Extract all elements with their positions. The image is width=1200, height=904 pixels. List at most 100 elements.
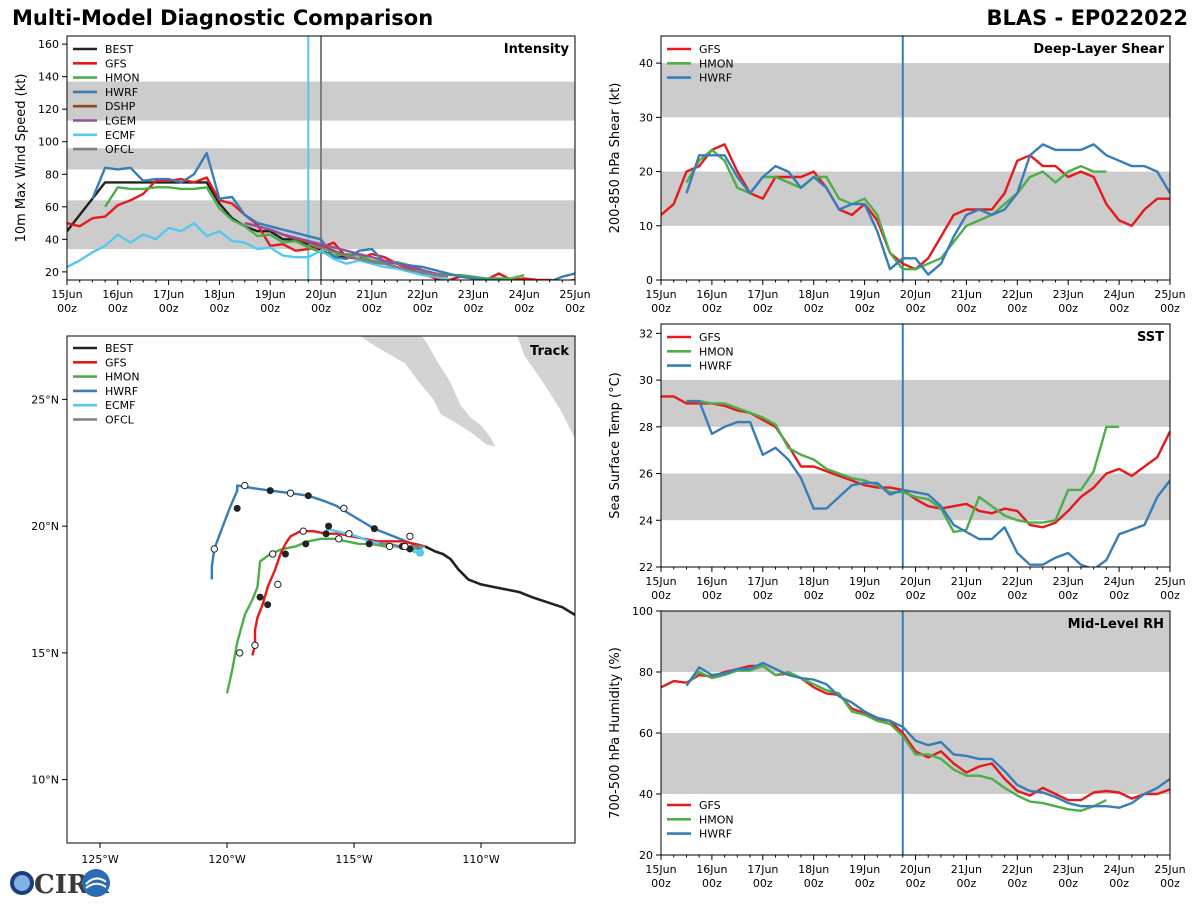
x-tick-label: 00z	[957, 589, 977, 602]
shaded-band	[661, 63, 1170, 118]
y-axis-label: 700-500 hPa Humidity (%)	[608, 647, 623, 819]
legend-label: DSHP	[105, 100, 136, 113]
chart-title: Intensity	[504, 42, 570, 57]
x-tick-label: 00z	[957, 302, 977, 315]
x-tick-label: 19Jun	[255, 288, 286, 301]
track-marker-open	[236, 649, 244, 657]
series-gfs	[661, 664, 1170, 802]
y-tick-label: 80	[45, 168, 59, 181]
x-tick-label: 24Jun	[1104, 575, 1135, 588]
series-hwrf	[685, 661, 1170, 809]
series-hwrf	[91, 151, 575, 280]
chart-track: 125°W 120°W 115°W 110°W 10°N 15°N 20°N 25°N Trac…	[31, 335, 576, 866]
chart-title: Deep-Layer Shear	[1033, 42, 1164, 57]
legend-label: GFS	[699, 331, 721, 344]
y-tick-label: 26	[639, 468, 653, 481]
track-map-area	[210, 336, 575, 694]
y-tick-label: 10	[639, 220, 653, 233]
x-tick-label: 24Jun	[1104, 288, 1135, 301]
x-tick-label: 20Jun	[900, 863, 931, 876]
legend-label: OFCL	[105, 414, 135, 427]
x-tick-label: 00z	[1160, 302, 1180, 315]
y-tick-label: 25°N	[31, 393, 59, 406]
y-tick-label: 22	[639, 561, 653, 574]
x-tick-label: 00z	[1058, 589, 1078, 602]
y-tick-label: 28	[639, 421, 653, 434]
legend-label: HWRF	[699, 828, 732, 841]
x-tick-label: 00z	[1058, 302, 1078, 315]
x-tick-label: 17Jun	[153, 288, 184, 301]
x-tick-label: 00z	[702, 589, 722, 602]
legend-label: HWRF	[699, 360, 732, 373]
track-marker-filled	[266, 487, 274, 495]
track-marker-filled	[264, 601, 272, 609]
x-tick-label: 21Jun	[951, 288, 982, 301]
x-tick-label: 17Jun	[747, 288, 778, 301]
plot-frame	[660, 323, 1171, 568]
track-marker-open	[274, 580, 282, 589]
chart-rh: 2040608010015Jun00z16Jun00z17Jun00z18Jun…	[608, 605, 1186, 890]
y-tick-label: 15°N	[31, 647, 59, 660]
chart-intensity: 2040608010012014016015Jun00z16Jun00z17Ju…	[14, 35, 591, 315]
x-tick-label: 18Jun	[798, 863, 829, 876]
x-tick-label: 00z	[855, 877, 875, 890]
track-marker-filled	[325, 522, 333, 530]
x-tick-label: 19Jun	[849, 575, 880, 588]
x-tick-label: 00z	[1109, 302, 1129, 315]
x-tick-label: 00z	[855, 302, 875, 315]
track-marker-open	[299, 527, 307, 535]
x-tick-label: 25Jun	[1154, 288, 1185, 301]
track-marker-filled	[304, 492, 312, 500]
x-tick-label: 22Jun	[1002, 288, 1033, 301]
shaded-band	[661, 380, 1170, 427]
y-tick-label: 0	[646, 274, 653, 287]
track-marker-filled	[302, 540, 310, 548]
x-tick-label: 18Jun	[798, 288, 829, 301]
x-tick-label: 00z	[1109, 589, 1129, 602]
chart-title: SST	[1137, 330, 1164, 345]
x-tick-label: 24Jun	[1104, 863, 1135, 876]
x-tick-label: 00z	[1007, 589, 1027, 602]
shaded-band	[661, 171, 1170, 226]
x-tick-label: 15Jun	[645, 288, 676, 301]
x-tick-label: 00z	[906, 302, 926, 315]
x-tick-label: 24Jun	[509, 288, 540, 301]
x-tick-label: 25Jun	[559, 288, 590, 301]
y-tick-label: 120	[38, 103, 59, 116]
track-best	[424, 545, 575, 617]
x-tick-label: 115°W	[335, 853, 372, 866]
x-tick-label: 22Jun	[1002, 863, 1033, 876]
track-marker-open	[269, 550, 277, 558]
x-tick-label: 22Jun	[1002, 575, 1033, 588]
x-tick-label: 00z	[1058, 877, 1078, 890]
plot-frame	[66, 335, 576, 844]
y-tick-label: 30	[639, 374, 653, 387]
track-marker-open	[210, 545, 219, 553]
x-tick-label: 25Jun	[1154, 863, 1185, 876]
series-group	[67, 36, 575, 280]
series-group	[661, 36, 1170, 280]
chart-title: Track	[530, 344, 569, 359]
x-tick-label: 00z	[906, 589, 926, 602]
x-tick-label: 19Jun	[849, 863, 880, 876]
x-tick-label: 16Jun	[696, 863, 727, 876]
series-hmon	[698, 399, 1120, 534]
track-marker-filled	[256, 593, 264, 601]
track-marker-open	[345, 530, 353, 538]
land-baja	[358, 336, 498, 449]
track-marker-open	[340, 504, 348, 513]
x-tick-label: 00z	[362, 302, 382, 315]
y-tick-label: 40	[639, 57, 653, 70]
storm-id: BLAS - EP022022	[986, 6, 1188, 30]
x-tick-label: 00z	[753, 302, 773, 315]
x-tick-label: 18Jun	[204, 288, 235, 301]
legend-label: HMON	[699, 57, 734, 70]
chart-shear: 01020304015Jun00z16Jun00z17Jun00z18Jun00…	[608, 35, 1186, 315]
y-tick-label: 10°N	[31, 774, 59, 787]
y-tick-label: 32	[639, 327, 653, 340]
chart-title: Mid-Level RH	[1068, 617, 1164, 632]
legend-label: GFS	[105, 57, 127, 70]
x-tick-label: 00z	[108, 302, 128, 315]
legend-label: HMON	[105, 72, 140, 85]
shaded-band	[661, 611, 1170, 672]
